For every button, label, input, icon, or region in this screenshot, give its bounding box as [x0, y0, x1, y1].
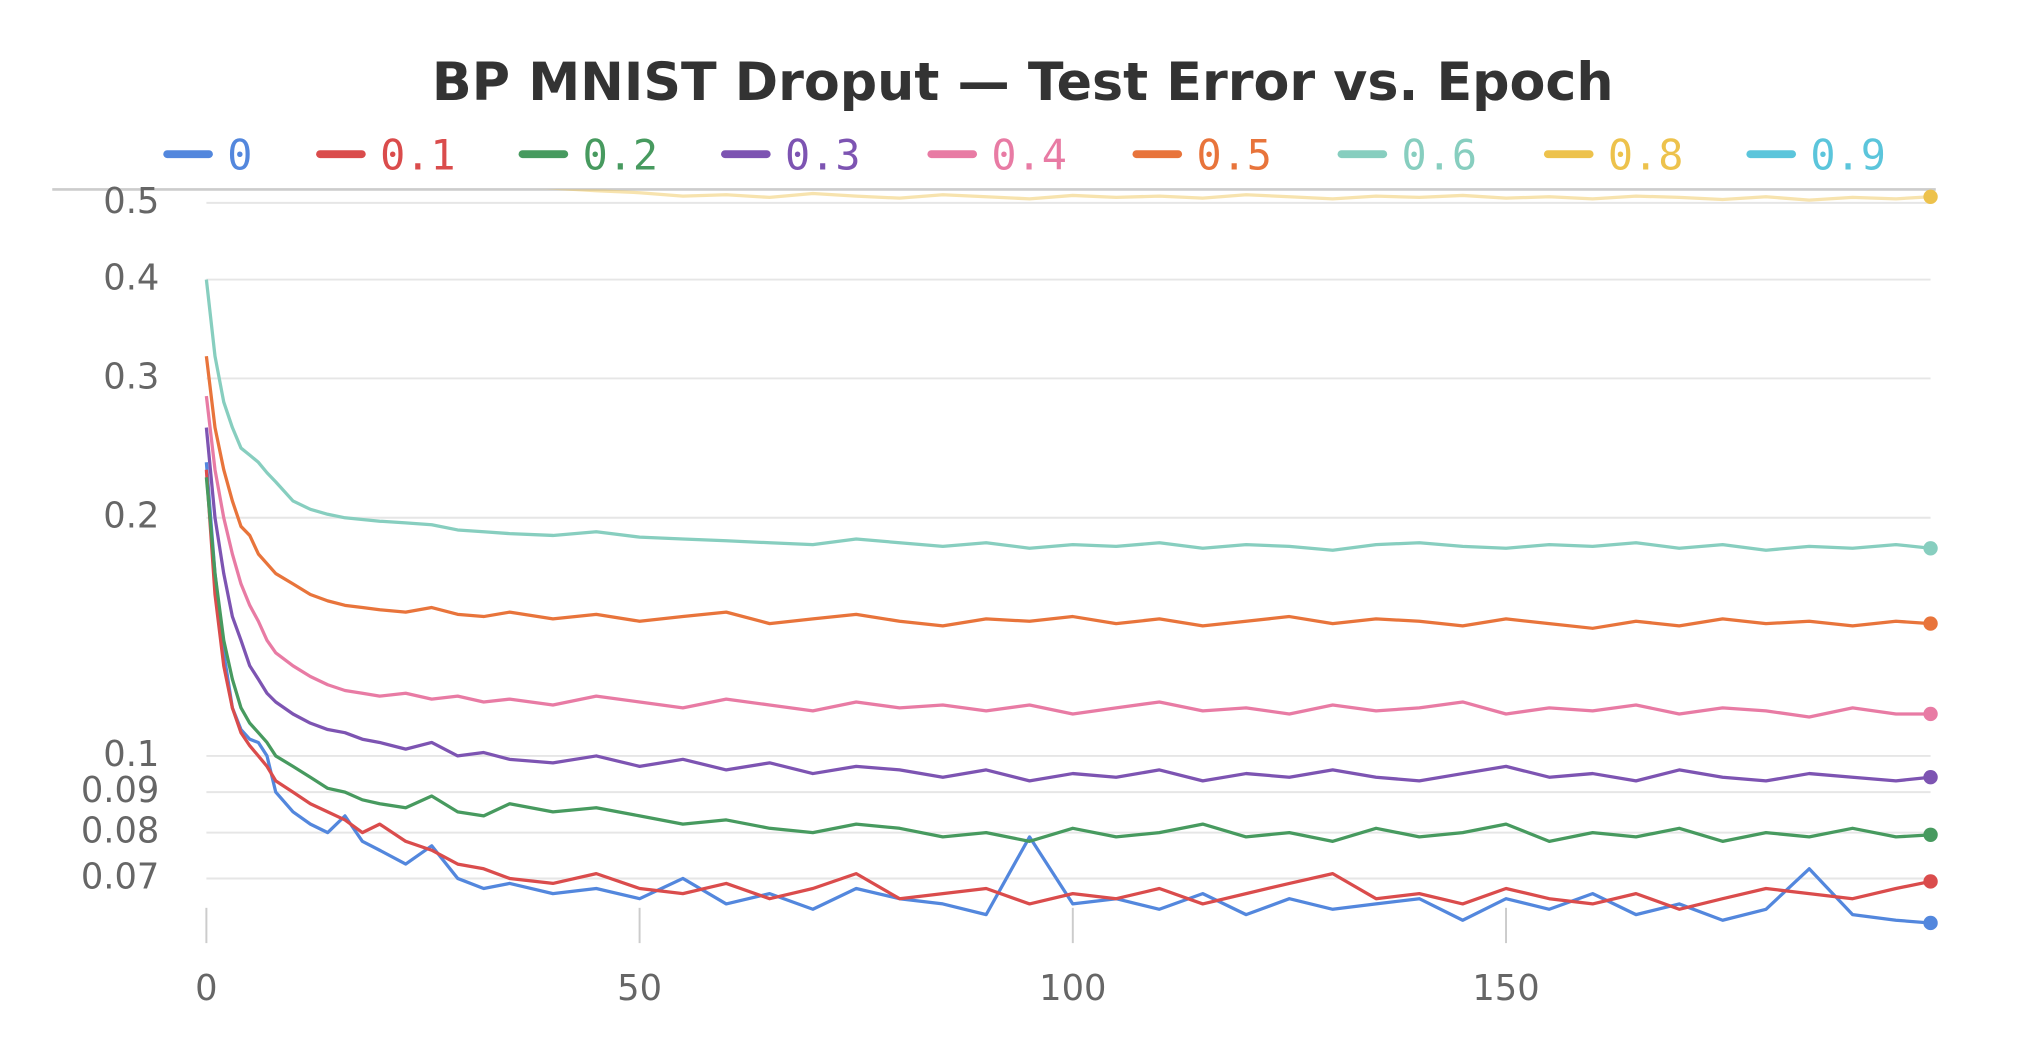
end-dot: [1923, 915, 1938, 931]
x-tick-label: 150: [1472, 968, 1539, 1009]
legend-label: 0.1: [380, 131, 455, 180]
x-tick-label: 100: [1039, 968, 1106, 1009]
series-line: [204, 395, 1931, 719]
chart-title: BP MNIST Droput — Test Error vs. Epoch: [432, 53, 1614, 113]
legend-label: 0.6: [1402, 131, 1477, 180]
y-tick-label: 0.1: [103, 734, 159, 775]
y-tick-label: 0.08: [81, 811, 160, 852]
legend-label: 0.5: [1196, 131, 1271, 180]
end-dot: [1923, 874, 1938, 889]
legend-label: 0.9: [1810, 131, 1885, 180]
series-line: [204, 469, 1931, 911]
y-tick-label: 0.2: [103, 496, 159, 537]
series-line: [204, 279, 1931, 552]
end-dot: [1923, 706, 1938, 722]
series-line: [204, 356, 1931, 630]
y-tick-label: 0.4: [103, 258, 159, 299]
legend-label: 0.4: [991, 131, 1066, 180]
x-tick-label: 0: [195, 968, 217, 1009]
legend-label: 0.8: [1608, 131, 1683, 180]
end-dot: [1923, 827, 1938, 842]
end-dot: [1923, 616, 1938, 631]
x-tick-label: 50: [617, 968, 662, 1009]
legend-label: 0.2: [583, 131, 658, 180]
series-line: [204, 477, 1931, 843]
series-line: [545, 189, 1931, 202]
y-tick-label: 0.3: [103, 356, 159, 397]
y-tick-label: 0.07: [81, 856, 160, 897]
legend-label: 0.3: [785, 131, 860, 180]
end-dot: [1923, 770, 1938, 785]
series-line: [204, 427, 1931, 783]
end-dot: [1923, 541, 1938, 556]
end-dot: [1923, 189, 1938, 204]
series-line: [204, 462, 1931, 925]
y-tick-label: 0.09: [81, 770, 160, 811]
legend-label: 0: [227, 131, 252, 180]
y-tick-label: 0.5: [103, 181, 159, 222]
